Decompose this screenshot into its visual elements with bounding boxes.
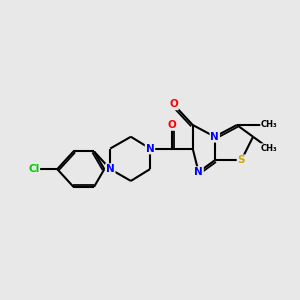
Text: Cl: Cl <box>28 164 39 174</box>
Text: N: N <box>146 143 154 154</box>
Text: CH₃: CH₃ <box>261 144 278 153</box>
Text: O: O <box>169 99 178 110</box>
Text: N: N <box>194 167 203 177</box>
Text: CH₃: CH₃ <box>261 121 278 130</box>
Text: S: S <box>238 155 245 165</box>
Text: N: N <box>210 132 219 142</box>
Text: O: O <box>168 120 176 130</box>
Text: N: N <box>106 164 115 174</box>
